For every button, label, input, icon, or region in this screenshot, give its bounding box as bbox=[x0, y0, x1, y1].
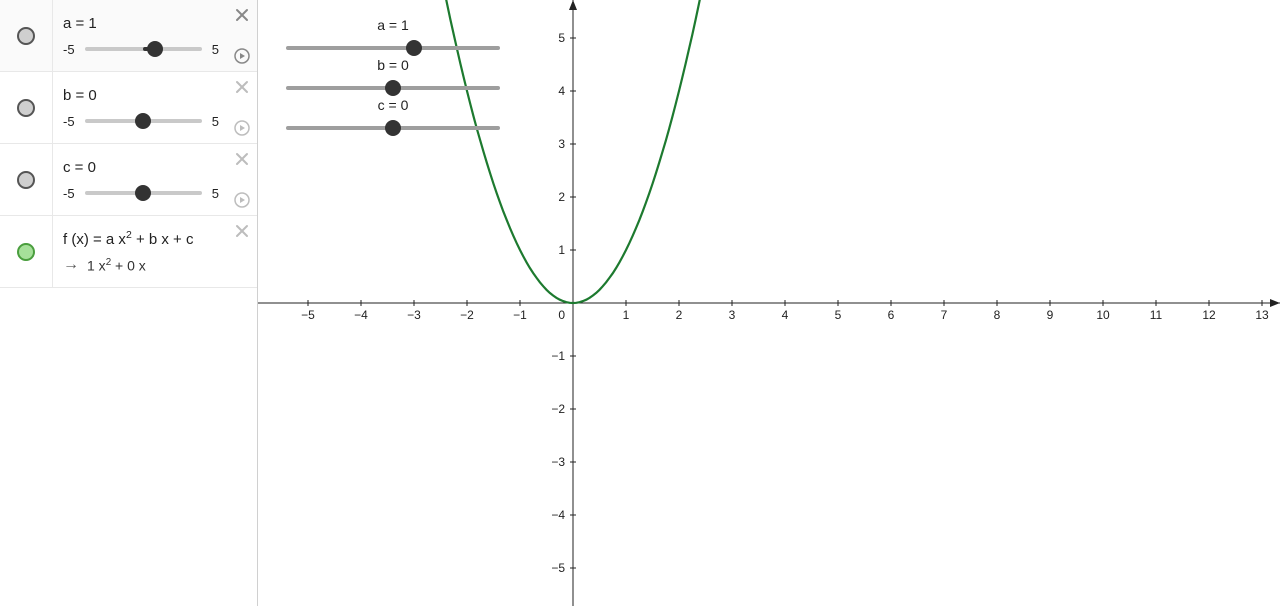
slider-label-b: b = 0 bbox=[63, 87, 219, 104]
x-tick-label: 5 bbox=[835, 308, 842, 322]
overlay-slider-label: b = 0 bbox=[377, 57, 409, 73]
overlay-slider-label: a = 1 bbox=[377, 17, 409, 33]
overlay-slider-label: c = 0 bbox=[378, 97, 409, 113]
graph-area[interactable]: −5−4−3−2−112345678910111213−5−4−3−2−1123… bbox=[258, 0, 1280, 606]
y-tick-label: −4 bbox=[551, 508, 565, 522]
slider-max-b: 5 bbox=[212, 114, 219, 129]
close-icon[interactable] bbox=[233, 222, 251, 240]
play-icon[interactable] bbox=[233, 191, 251, 209]
slider-min-a: -5 bbox=[63, 42, 75, 57]
slider-row-c: c = 0 -5 5 bbox=[0, 144, 257, 216]
visibility-toggle-c[interactable] bbox=[0, 144, 53, 215]
overlay-slider-thumb[interactable] bbox=[385, 80, 401, 96]
x-tick-label: 11 bbox=[1150, 308, 1163, 322]
origin-label: 0 bbox=[558, 308, 565, 322]
y-tick-label: 3 bbox=[558, 137, 565, 151]
y-tick-label: 1 bbox=[558, 243, 565, 257]
x-tick-label: −3 bbox=[407, 308, 421, 322]
function-row: f (x) = a x2 + b x + c → 1 x2 + 0 x bbox=[0, 216, 257, 288]
y-tick-label: 2 bbox=[558, 190, 565, 204]
slider-c[interactable]: -5 5 bbox=[63, 186, 219, 201]
slider-b[interactable]: -5 5 bbox=[63, 114, 219, 129]
x-tick-label: −5 bbox=[301, 308, 315, 322]
y-axis-arrow-icon bbox=[569, 0, 577, 10]
close-icon[interactable] bbox=[233, 78, 251, 96]
x-tick-label: 6 bbox=[888, 308, 895, 322]
play-icon[interactable] bbox=[233, 119, 251, 137]
slider-row-a: a = 1 -5 5 bbox=[0, 0, 257, 72]
y-tick-label: 5 bbox=[558, 31, 565, 45]
y-tick-label: 4 bbox=[558, 84, 565, 98]
slider-min-b: -5 bbox=[63, 114, 75, 129]
x-tick-label: −2 bbox=[460, 308, 474, 322]
x-tick-label: 1 bbox=[623, 308, 630, 322]
x-tick-label: −1 bbox=[513, 308, 527, 322]
function-definition: f (x) = a x2 + b x + c bbox=[63, 229, 219, 248]
x-tick-label: 2 bbox=[676, 308, 683, 322]
algebra-panel: a = 1 -5 5 b = 0 -5 bbox=[0, 0, 258, 606]
x-tick-label: 4 bbox=[782, 308, 789, 322]
visibility-toggle-a[interactable] bbox=[0, 0, 53, 71]
overlay-slider-thumb[interactable] bbox=[385, 120, 401, 136]
slider-label-a: a = 1 bbox=[63, 15, 219, 32]
graph-svg[interactable]: −5−4−3−2−112345678910111213−5−4−3−2−1123… bbox=[258, 0, 1280, 606]
x-tick-label: −4 bbox=[354, 308, 368, 322]
visibility-toggle-f[interactable] bbox=[0, 216, 53, 287]
slider-row-b: b = 0 -5 5 bbox=[0, 72, 257, 144]
x-tick-label: 8 bbox=[994, 308, 1001, 322]
slider-a[interactable]: -5 5 bbox=[63, 42, 219, 57]
overlay-slider-thumb[interactable] bbox=[406, 40, 422, 56]
y-tick-label: −5 bbox=[551, 561, 565, 575]
y-tick-label: −1 bbox=[551, 349, 565, 363]
x-tick-label: 3 bbox=[729, 308, 736, 322]
x-tick-label: 13 bbox=[1255, 308, 1269, 322]
y-tick-label: −3 bbox=[551, 455, 565, 469]
x-axis-arrow-icon bbox=[1270, 299, 1280, 307]
close-icon[interactable] bbox=[233, 6, 251, 24]
close-icon[interactable] bbox=[233, 150, 251, 168]
x-tick-label: 7 bbox=[941, 308, 948, 322]
arrow-icon: → bbox=[63, 256, 79, 274]
x-tick-label: 10 bbox=[1096, 308, 1110, 322]
y-tick-label: −2 bbox=[551, 402, 565, 416]
x-tick-label: 12 bbox=[1202, 308, 1216, 322]
slider-max-c: 5 bbox=[212, 186, 219, 201]
visibility-toggle-b[interactable] bbox=[0, 72, 53, 143]
slider-min-c: -5 bbox=[63, 186, 75, 201]
function-evaluated: → 1 x2 + 0 x bbox=[63, 256, 219, 274]
x-tick-label: 9 bbox=[1047, 308, 1054, 322]
slider-max-a: 5 bbox=[212, 42, 219, 57]
slider-label-c: c = 0 bbox=[63, 159, 219, 176]
play-icon[interactable] bbox=[233, 47, 251, 65]
